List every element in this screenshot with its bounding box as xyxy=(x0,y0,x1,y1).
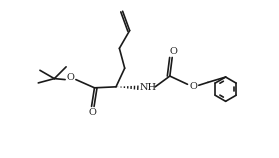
Text: O: O xyxy=(88,108,97,117)
Text: NH: NH xyxy=(139,83,156,92)
Text: O: O xyxy=(66,73,74,82)
Text: O: O xyxy=(189,82,197,91)
Text: O: O xyxy=(169,47,177,56)
